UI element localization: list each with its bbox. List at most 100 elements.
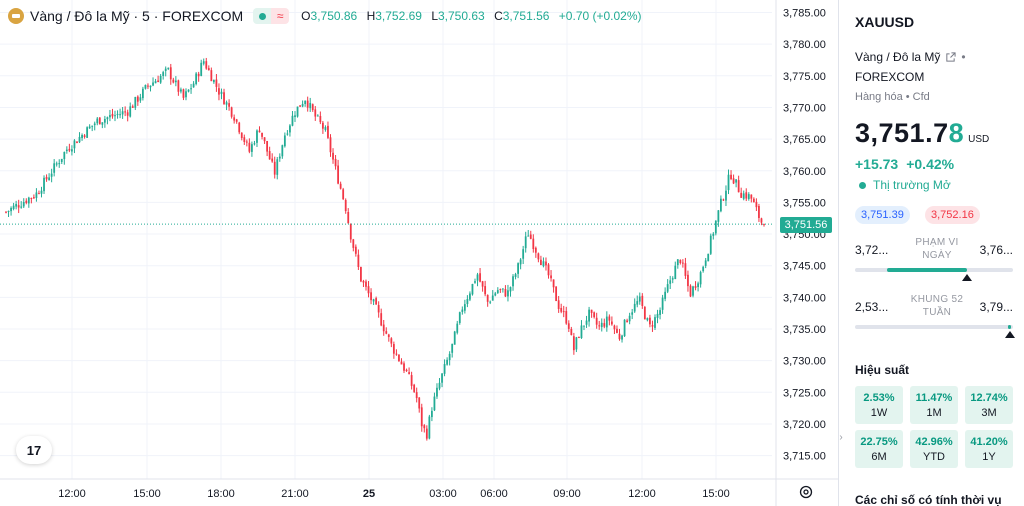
candle-body	[603, 323, 606, 327]
candle-body	[218, 88, 220, 95]
legend-title[interactable]: Vàng / Đô la Mỹ · 5 · FOREXCOM	[30, 8, 244, 24]
candle-body	[438, 382, 441, 389]
candle-body	[408, 372, 410, 375]
candle-body	[583, 325, 585, 327]
gear-icon[interactable]	[798, 484, 814, 500]
candle-body	[613, 325, 616, 330]
candle-body	[752, 198, 755, 203]
performance-cell-ytd[interactable]: 42.96% YTD	[910, 430, 958, 468]
day-range-low: 3,72...	[855, 243, 889, 257]
time-axis-label: 09:00	[553, 488, 581, 500]
candle-body	[737, 180, 740, 193]
time-axis-label: 25	[363, 488, 375, 500]
candle-body	[136, 96, 139, 102]
cfd-wave-icon: ≈	[271, 8, 290, 24]
candle-body	[109, 115, 111, 118]
candle-body	[121, 111, 124, 115]
performance-value: 11.47%	[915, 392, 953, 404]
candle-body	[332, 152, 334, 160]
candle-body	[694, 286, 697, 288]
performance-value: 2.53%	[863, 392, 895, 404]
week52-range: 2,53... KHUNG 52 TUẦN 3,79...	[855, 293, 1015, 343]
week52-range-track	[855, 325, 1013, 329]
candle-body	[233, 117, 236, 121]
candle-body	[83, 135, 86, 137]
exchange-name[interactable]: FOREXCOM	[855, 70, 925, 84]
performance-period: 1W	[870, 407, 888, 419]
performance-grid: 2.53% 1W 11.47% 1M 12.74% 3M 22.75% 6M 42.96% YTD…	[855, 386, 1017, 468]
candle-body	[30, 198, 33, 200]
external-link-icon[interactable]	[945, 51, 956, 63]
last-price: 3,751.78 USD	[855, 118, 990, 148]
candle-body	[301, 103, 304, 107]
performance-cell-1w[interactable]: 2.53% 1W	[855, 386, 903, 424]
chart-area[interactable]: 3,785.00 3,780.00 3,775.00 3,770.00 3,765.00…	[0, 0, 838, 506]
candle-body	[572, 336, 575, 351]
candle-body	[519, 259, 522, 265]
candle-body	[162, 72, 165, 77]
performance-cell-1y[interactable]: 41.20% 1Y	[965, 430, 1013, 468]
candle-body	[22, 201, 25, 207]
performance-cell-1m[interactable]: 11.47% 1M	[910, 386, 958, 424]
candle-body	[760, 218, 763, 223]
candle-body	[276, 159, 279, 175]
time-axis-label: 12:00	[628, 488, 656, 500]
day-range-high: 3,76...	[979, 243, 1013, 257]
candle-body	[689, 285, 692, 297]
candle-body	[674, 265, 677, 280]
candle-body	[453, 331, 456, 345]
candle-body	[600, 322, 603, 328]
candle-body	[380, 313, 383, 326]
candle-body	[671, 278, 674, 280]
candle-body	[131, 106, 134, 108]
candle-body	[415, 392, 418, 399]
price-axis-label: 3,775.00	[783, 71, 826, 83]
candle-body	[53, 163, 56, 173]
candle-body	[436, 387, 438, 397]
week52-range-label: KHUNG 52 TUẦN	[910, 294, 964, 318]
candle-body	[456, 323, 459, 333]
candle-body	[524, 236, 527, 249]
candle-body	[400, 361, 403, 365]
week52-range-fill	[1008, 325, 1012, 329]
tradingview-logo[interactable]: 17	[16, 436, 52, 464]
candle-body	[552, 279, 555, 288]
candle-body	[567, 323, 570, 329]
candle-body	[727, 174, 730, 191]
price-axis-label: 3,755.00	[783, 197, 826, 209]
candle-body	[499, 289, 502, 291]
performance-period: 6M	[871, 451, 887, 463]
panel-collapse-chevron-icon[interactable]: ›	[839, 432, 843, 443]
candle-body	[420, 407, 423, 427]
candle-body	[532, 238, 535, 250]
candle-body	[71, 149, 73, 152]
candle-body	[354, 246, 357, 254]
candle-body	[220, 91, 223, 94]
candle-body	[258, 130, 261, 133]
gold-coin-icon	[8, 8, 24, 24]
candle-body	[365, 281, 367, 287]
candle-body	[676, 259, 679, 266]
market-status-badges[interactable]: ≈	[253, 8, 290, 24]
candle-body	[537, 253, 540, 260]
candle-body	[73, 140, 76, 149]
price-chart[interactable]: 3,785.00 3,780.00 3,775.00 3,770.00 3,765.00…	[0, 0, 838, 506]
price-axis-label: 3,760.00	[783, 166, 826, 178]
market-status[interactable]: Thị trường Mở	[859, 178, 951, 192]
candle-body	[311, 104, 314, 111]
candle-body	[309, 102, 312, 109]
bid-price-pill: 3,751.39	[855, 206, 910, 224]
candle-body	[20, 206, 23, 208]
candle-body	[570, 328, 573, 335]
performance-cell-6m[interactable]: 22.75% 6M	[855, 430, 903, 468]
candle-body	[616, 328, 618, 333]
candle-body	[152, 82, 154, 86]
candle-body	[299, 105, 301, 107]
performance-cell-3m[interactable]: 12.74% 3M	[965, 386, 1013, 424]
candle-body	[362, 280, 365, 283]
candle-body	[732, 178, 735, 184]
candle-body	[491, 295, 494, 301]
ohlc-values: O3,750.86 H3,752.69 L3,750.63 C3,751.56 …	[301, 9, 642, 23]
time-axis-label: 21:00	[281, 488, 309, 500]
symbol-description[interactable]: Vàng / Đô la Mỹ •	[855, 50, 966, 64]
